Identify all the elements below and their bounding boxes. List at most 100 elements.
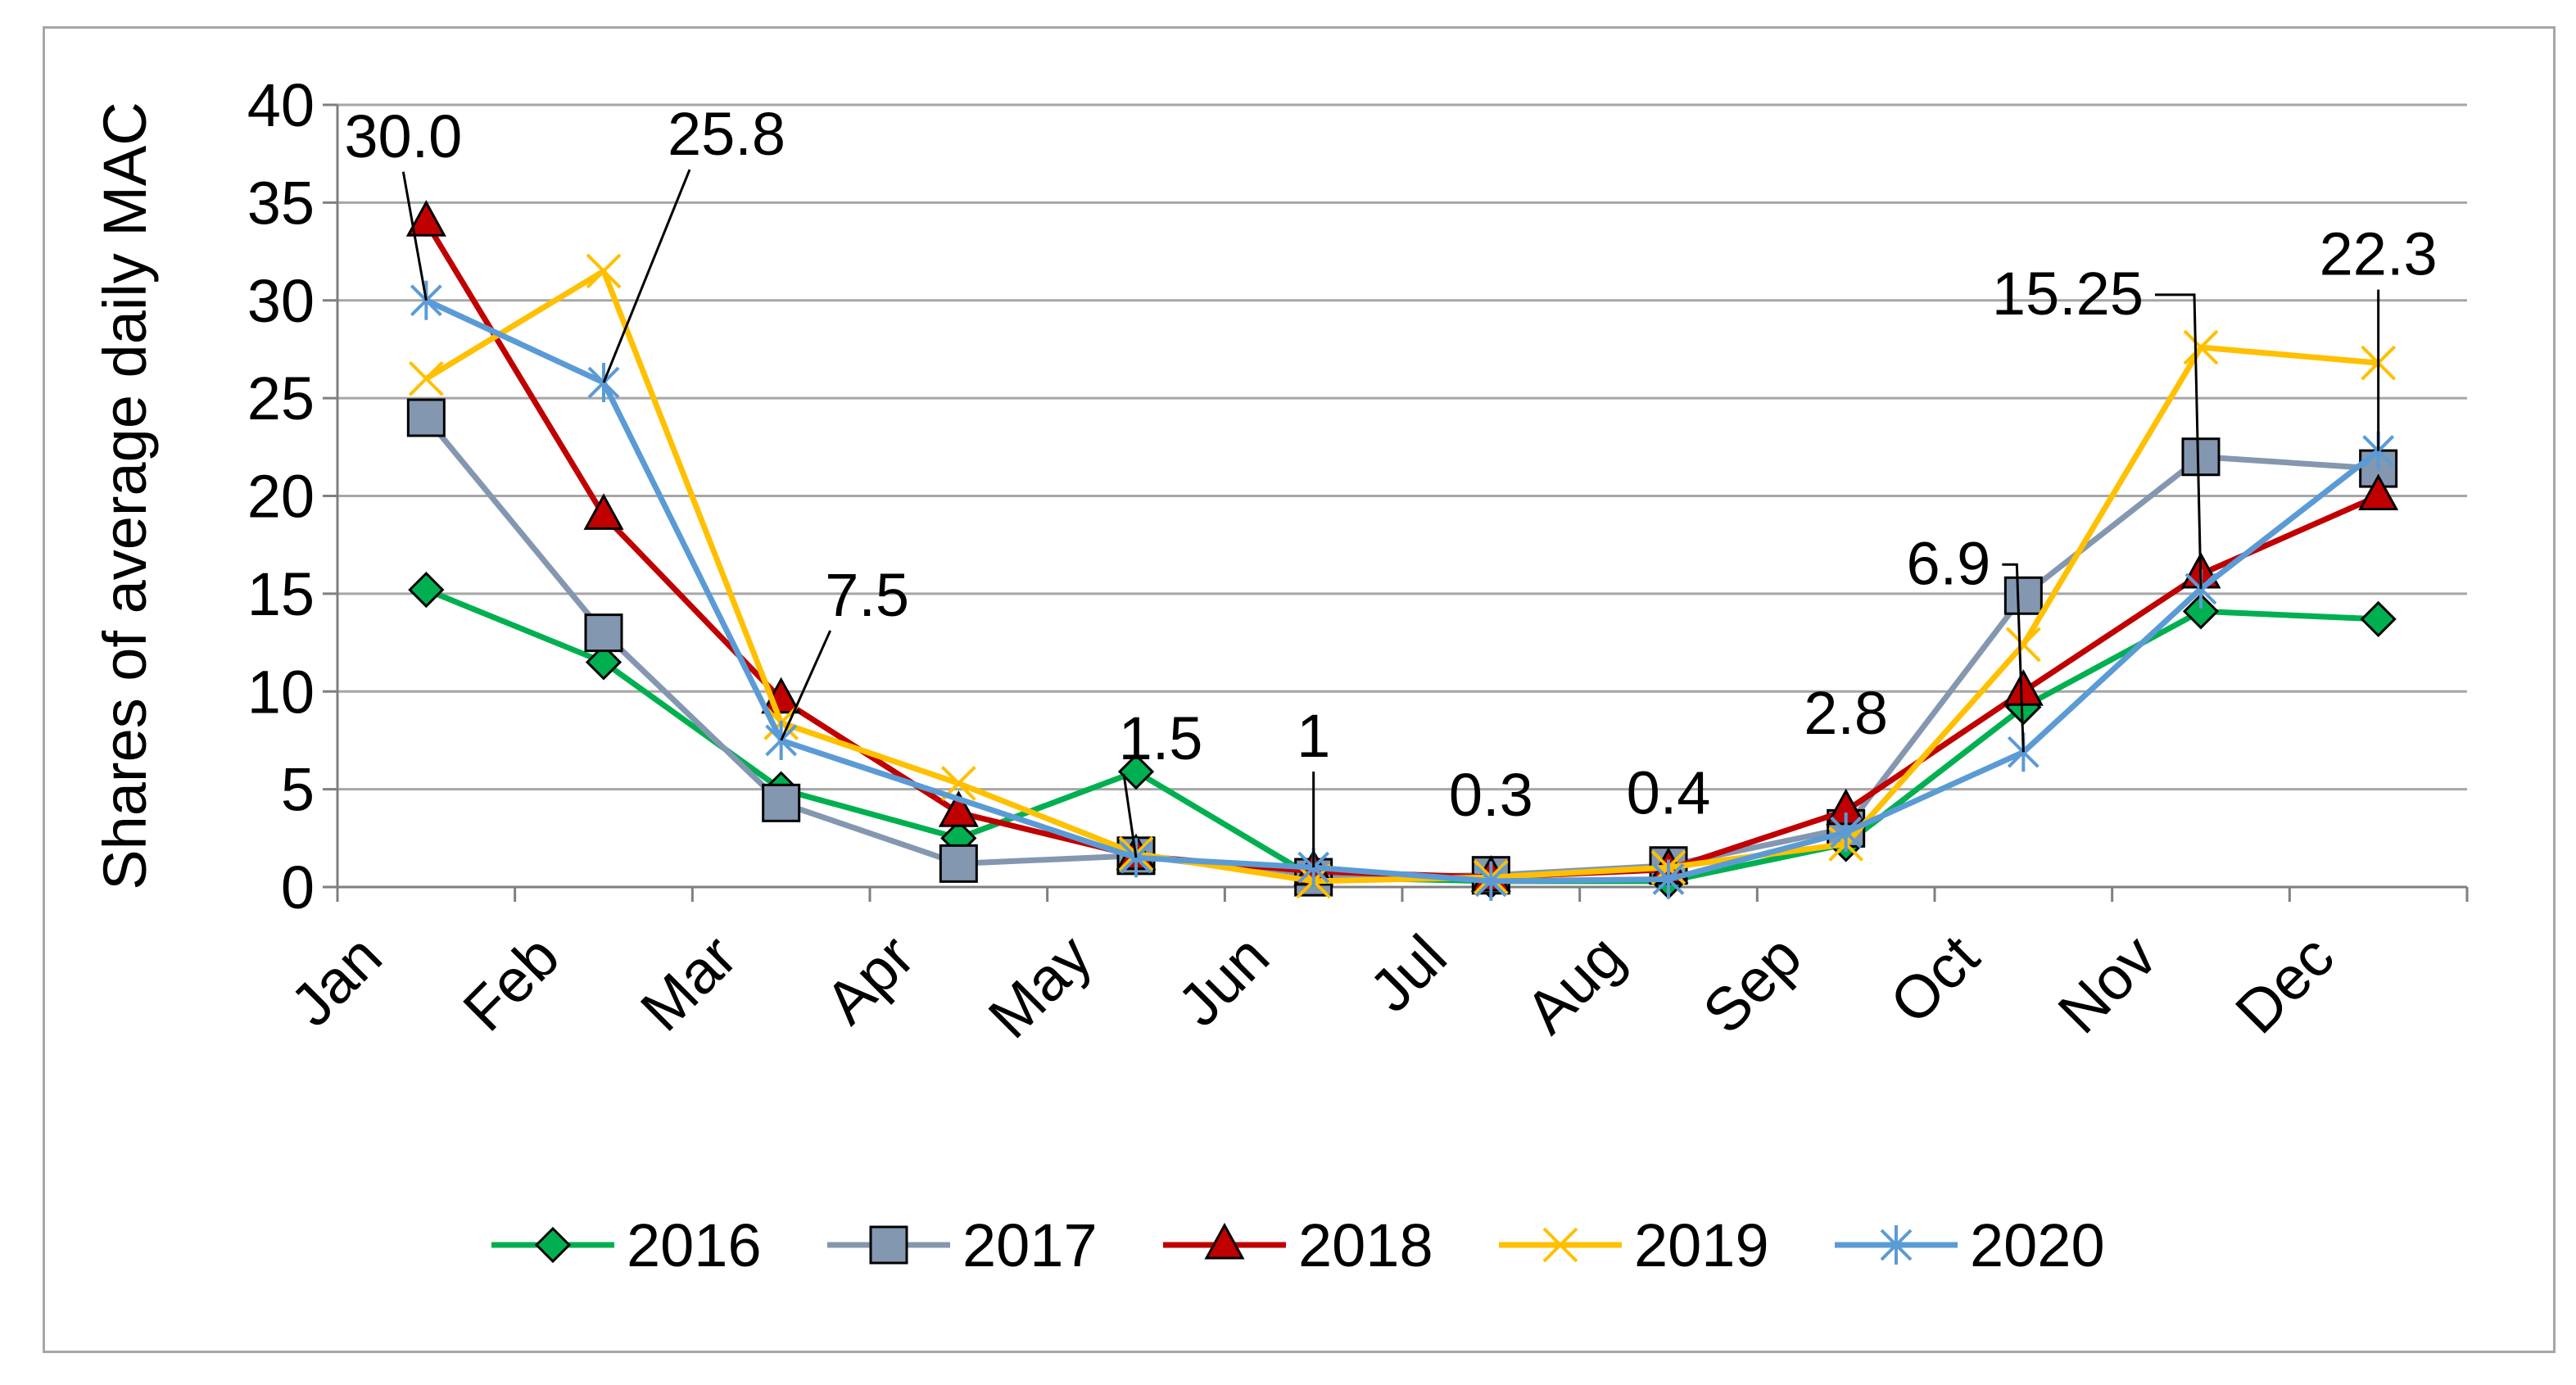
data-label: 25.8: [668, 100, 785, 168]
data-point-2016: [2360, 600, 2397, 638]
leader-line: [2155, 293, 2203, 589]
x-tick-label: Dec: [2222, 922, 2347, 1047]
y-tick-label: 0: [281, 853, 315, 921]
legend-item-2018[interactable]: 2018: [1163, 1211, 1433, 1279]
legend-label: 2018: [1298, 1211, 1433, 1279]
data-label: 30.0: [344, 102, 462, 170]
y-tick-label: 25: [247, 364, 315, 432]
legend-item-2019[interactable]: 2019: [1499, 1211, 1769, 1279]
chart-frame: [43, 26, 2556, 1353]
data-label: 7.5: [825, 561, 909, 629]
data-point-2019: [408, 360, 444, 396]
diamond-marker: [408, 571, 445, 609]
gridlines: [337, 103, 2467, 791]
x-marker-stroke: [2005, 627, 2041, 663]
x-tick-label: Oct: [1877, 921, 1992, 1036]
data-point-2018: [938, 790, 979, 827]
x-marker-stroke: [1542, 1227, 1578, 1263]
legend-item-2016[interactable]: 2016: [491, 1211, 762, 1279]
legend-marker: [534, 1226, 572, 1264]
square-marker: [584, 613, 623, 653]
triangle-marker: [2358, 473, 2399, 510]
square-marker: [2181, 437, 2221, 477]
data-point-2017: [762, 783, 801, 822]
square-marker: [869, 1225, 908, 1265]
data-point-2018: [2358, 473, 2399, 510]
data-point-2019: [2005, 627, 2041, 663]
data-point-2017: [406, 398, 446, 437]
diamond-marker: [534, 1226, 572, 1264]
data-point-2016: [2182, 593, 2220, 630]
x-marker-stroke: [586, 253, 622, 289]
series-2019: [408, 253, 2397, 899]
triangle-marker: [2003, 669, 2044, 706]
x-tick-label: Aug: [1513, 922, 1637, 1047]
series-2020: [410, 280, 2395, 901]
axes: [323, 103, 2469, 902]
data-labels: 30.0 25.8 7.5 1.5 1 0.3 0.4 2.8 6.9 15.25 22.3: [344, 100, 2438, 868]
leader-line: [602, 169, 691, 383]
legend-item-2017[interactable]: 2017: [827, 1211, 1098, 1279]
triangle-marker: [583, 493, 624, 530]
y-tick-label: 35: [247, 169, 315, 237]
data-label: 15.25: [1992, 260, 2144, 328]
data-point-2018: [583, 493, 624, 530]
diamond-marker: [2182, 593, 2220, 630]
data-label: 0.3: [1449, 761, 1533, 829]
legend-marker: [1880, 1225, 1913, 1265]
data-point-2020: [1652, 859, 1685, 899]
data-point-2017: [2181, 437, 2221, 477]
series-line-2020: [424, 297, 2380, 885]
y-tick-label: 15: [247, 560, 315, 628]
legend[interactable]: 2016 2017 2018 2019 2020: [491, 1211, 2105, 1279]
square-marker: [2003, 576, 2043, 615]
data-point-2019: [586, 253, 622, 289]
x-marker-stroke: [2183, 329, 2219, 365]
x-tick-label: May: [976, 922, 1105, 1052]
leader-line: [1122, 773, 1138, 858]
y-tick-label: 5: [281, 756, 315, 824]
data-point-2016: [1117, 754, 1155, 790]
data-point-2018: [2003, 669, 2044, 706]
data-label: 0.4: [1627, 758, 1711, 826]
x-marker-stroke: [408, 360, 444, 396]
x-tick-label: Nov: [2045, 922, 2170, 1047]
data-point-2017: [2003, 576, 2043, 615]
diamond-marker: [1117, 754, 1155, 790]
y-tick-label: 20: [247, 463, 315, 531]
x-tick-label: Apr: [813, 922, 927, 1037]
y-tick-label: 30: [247, 267, 315, 335]
data-label: 1.5: [1119, 704, 1203, 772]
data-point-2017: [939, 844, 978, 883]
y-axis-title: Shares of average daily MAC: [91, 102, 159, 889]
x-tick-label: Feb: [450, 922, 572, 1044]
x-tick-label: Jun: [1165, 922, 1282, 1039]
y-tick-label: 10: [247, 658, 315, 726]
square-marker: [939, 844, 978, 883]
data-point-2017: [584, 613, 623, 653]
x-tick-label: Sep: [1690, 922, 1814, 1047]
legend-marker: [869, 1225, 908, 1265]
data-point-2016: [408, 571, 445, 609]
legend-label: 2019: [1634, 1211, 1769, 1279]
triangle-marker: [405, 200, 446, 237]
data-label: 2.8: [1804, 679, 1888, 747]
x-tick-label: Jul: [1356, 922, 1460, 1025]
legend-item-2020[interactable]: 2020: [1835, 1211, 2105, 1279]
leader-line: [2002, 563, 2025, 753]
legend-marker: [1204, 1222, 1245, 1260]
triangle-marker: [938, 790, 979, 827]
data-point-2018: [405, 200, 446, 237]
data-label: 1: [1297, 702, 1330, 770]
legend-label: 2016: [627, 1211, 762, 1279]
data-point-2016: [585, 644, 622, 681]
series-2017: [406, 398, 2398, 897]
leader-line: [401, 171, 428, 301]
data-point-2020: [1830, 812, 1863, 853]
tick-labels: 0 5 10 15 20 25 30 35 40 Jan Feb Mar Apr May Jun Jul Aug…: [247, 71, 2347, 1051]
y-tick-label: 40: [247, 71, 315, 139]
x-tick-label: Mar: [627, 922, 749, 1044]
square-marker: [406, 398, 446, 437]
data-point-2019: [2183, 329, 2219, 365]
